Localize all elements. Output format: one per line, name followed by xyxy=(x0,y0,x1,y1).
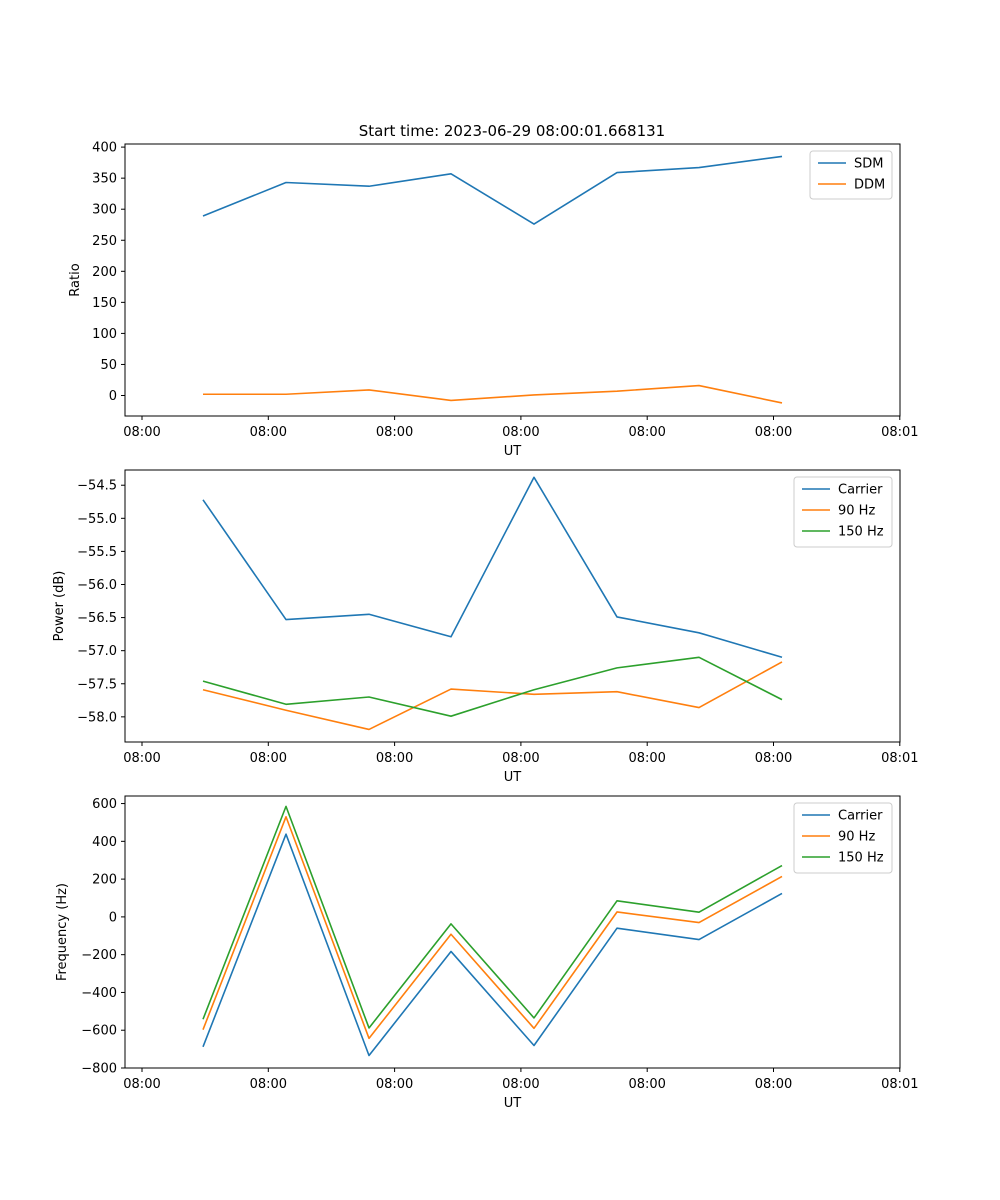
series-line-carrier xyxy=(202,476,783,659)
series-line-ddm xyxy=(203,384,783,404)
y-tick-label: 0 xyxy=(109,389,117,404)
y-tick-label: 0 xyxy=(109,910,117,925)
y-tick-label: 50 xyxy=(100,358,117,373)
legend: SDM DDM xyxy=(809,150,893,200)
x-axis-label: UT xyxy=(504,1096,522,1111)
legend-label: Carrier xyxy=(838,809,883,824)
y-tick-label: −800 xyxy=(81,1062,117,1077)
y-axis-label: Frequency (Hz) xyxy=(55,883,70,981)
chart-panel-2: −58.0 −57.5 −57.0 −56.5 −56.0 −55.5 −55.0 −54.5… xyxy=(52,469,919,785)
y-tick-label: 600 xyxy=(92,797,117,812)
legend-label: 90 Hz xyxy=(838,830,875,845)
legend-label: SDM xyxy=(854,157,883,172)
y-tick-label: −57.0 xyxy=(77,644,117,659)
series-line-150-hz xyxy=(202,656,783,717)
legend: Carrier 90 Hz 150 Hz xyxy=(793,802,893,874)
figure-title: Start time: 2023-06-29 08:00:01.668131 xyxy=(359,122,665,140)
series-line-90-hz xyxy=(202,661,783,731)
y-tick-label: 250 xyxy=(92,234,117,249)
x-tick-label: 08:00 xyxy=(376,1077,413,1092)
y-tick-label: 200 xyxy=(92,265,117,280)
y-tick-label: 150 xyxy=(92,296,117,311)
legend-label: Carrier xyxy=(838,483,883,498)
y-tick-label: −200 xyxy=(81,948,117,963)
chart-panel-3: −800 −600 −400 −200 0 200 400 600 08:00 08:00 08:0… xyxy=(55,795,919,1111)
y-tick-label: −600 xyxy=(81,1024,117,1039)
series-line-150-hz xyxy=(202,805,783,1029)
y-tick-label: 400 xyxy=(92,141,117,156)
y-tick-label: −55.5 xyxy=(77,545,117,560)
x-axis-label: UT xyxy=(504,444,522,459)
x-tick-label: 08:00 xyxy=(628,425,665,440)
y-tick-label: 200 xyxy=(92,873,117,888)
y-tick-label: −54.5 xyxy=(77,479,117,494)
y-axis-label: Power (dB) xyxy=(52,571,67,642)
series-line-carrier xyxy=(202,833,783,1057)
x-tick-label: 08:00 xyxy=(250,751,287,766)
x-tick-label: 08:00 xyxy=(123,1077,160,1092)
y-tick-label: −57.5 xyxy=(77,677,117,692)
y-tick-label: −55.0 xyxy=(77,512,117,527)
x-tick-label: 08:00 xyxy=(250,1077,287,1092)
x-axis-label: UT xyxy=(504,770,522,785)
x-tick-label: 08:00 xyxy=(755,1077,792,1092)
y-tick-label: 350 xyxy=(92,172,117,187)
y-tick-label: −56.0 xyxy=(77,578,117,593)
x-tick-label: 08:00 xyxy=(250,425,287,440)
y-tick-label: −56.5 xyxy=(77,611,117,626)
legend-label: DDM xyxy=(854,178,885,193)
legend-label: 90 Hz xyxy=(838,504,875,519)
x-tick-label: 08:00 xyxy=(628,751,665,766)
y-tick-label: 400 xyxy=(92,835,117,850)
legend-box xyxy=(793,802,893,874)
series-line-sdm xyxy=(202,155,783,225)
legend-box xyxy=(793,476,893,548)
series-line-90-hz xyxy=(202,815,783,1040)
y-axis-label: Ratio xyxy=(68,263,83,296)
x-tick-label: 08:00 xyxy=(755,751,792,766)
x-tick-label: 08:00 xyxy=(376,751,413,766)
plot-frame xyxy=(124,795,901,1069)
legend-label: 150 Hz xyxy=(838,851,884,866)
y-tick-label: 300 xyxy=(92,203,117,218)
x-tick-label: 08:01 xyxy=(881,425,918,440)
x-tick-label: 08:00 xyxy=(502,751,539,766)
x-tick-label: 08:00 xyxy=(502,1077,539,1092)
y-tick-label: 100 xyxy=(92,327,117,342)
x-tick-label: 08:00 xyxy=(755,425,792,440)
x-tick-label: 08:00 xyxy=(502,425,539,440)
legend: Carrier 90 Hz 150 Hz xyxy=(793,476,893,548)
x-tick-label: 08:01 xyxy=(881,751,918,766)
x-tick-label: 08:00 xyxy=(376,425,413,440)
x-tick-label: 08:00 xyxy=(123,425,160,440)
legend-label: 150 Hz xyxy=(838,525,884,540)
y-tick-label: −400 xyxy=(81,986,117,1001)
plot-frame xyxy=(124,143,901,417)
chart-panel-1: 0 50 100 150 200 250 300 350 400 08:00 08:00 08:00 0… xyxy=(68,141,919,459)
x-tick-label: 08:01 xyxy=(881,1077,918,1092)
y-tick-label: −58.0 xyxy=(77,710,117,725)
x-tick-label: 08:00 xyxy=(628,1077,665,1092)
x-tick-label: 08:00 xyxy=(123,751,160,766)
plot-frame xyxy=(124,469,901,743)
